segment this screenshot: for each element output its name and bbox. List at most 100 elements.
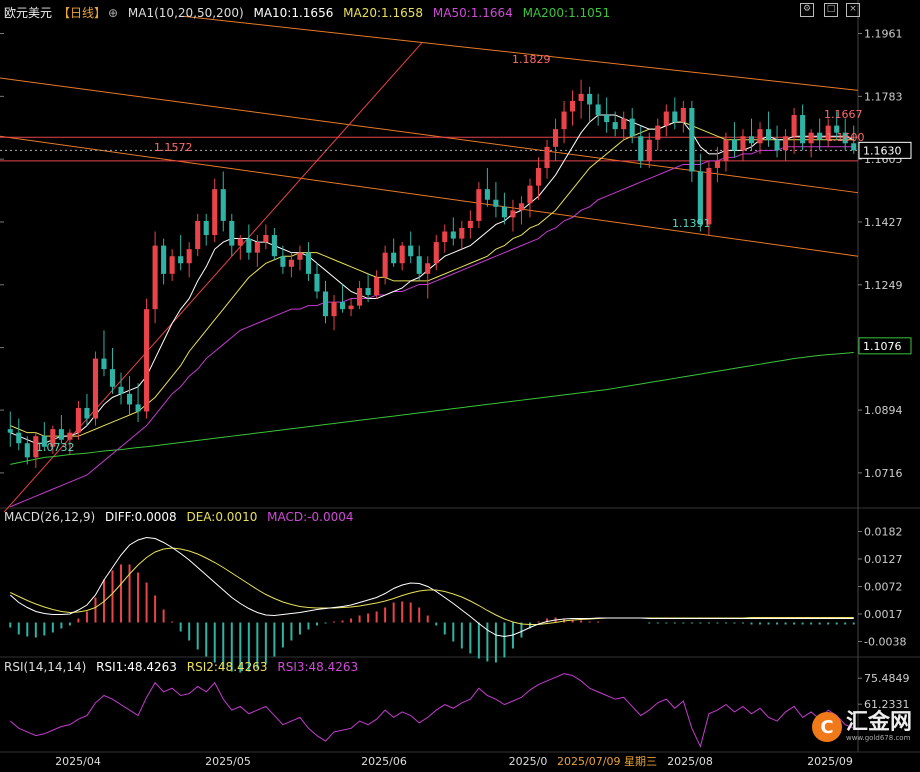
time-tick-label: 2025/08 [667,755,713,768]
candle-body [544,146,550,168]
candle-body [84,407,90,419]
candle-body [612,122,618,130]
candle-body [169,256,175,274]
rsi1-value: RSI1:48.4263 [96,660,177,674]
candle-body [731,139,738,151]
period-label[interactable]: 【日线】 [58,6,107,20]
trend-line [3,42,423,513]
candle-body [220,189,226,221]
candle-body [459,227,465,239]
price-tick-label: 1.1783 [864,90,903,103]
candle-body [748,136,755,144]
candle-body [604,115,610,123]
ma200-value: MA200:1.1051 [522,6,611,20]
candle-body [689,107,695,172]
candle-body [101,358,107,370]
candle-body [442,231,448,243]
candle-body [297,252,303,260]
resistance-label: 1.1667 [824,108,863,121]
candle-body [382,252,388,278]
candle-body [50,429,56,447]
candle-body [229,220,235,246]
price-tick-label: 1.0894 [864,404,903,417]
ma200-price-box [858,337,912,355]
rsi-header: RSI(14,14,14) RSI1:48.4263 RSI2:48.4263 … [4,660,364,674]
restore-icon[interactable]: □ [824,3,838,17]
candle-body [75,407,81,433]
start-low-annotation: 1.0732 [36,441,75,454]
rsi-tick-label: 75.4849 [864,672,910,685]
rsi-params: RSI(14,14,14) [4,660,87,674]
time-tick-label: 2025/04 [55,755,101,768]
candle-body [578,93,584,101]
candle-body [518,203,525,211]
candle-body [476,189,482,221]
candle-body [41,436,47,447]
watermark: C 汇金网 www.gold678.com [811,710,912,742]
candle-body [672,111,678,123]
candle-body [765,129,772,140]
rsi3-value: RSI3:48.4263 [277,660,359,674]
candle-body [817,132,823,140]
candle-body [425,263,431,274]
candle-body [638,136,644,161]
candle-body [7,429,13,433]
candle-body [697,171,703,225]
candle-body [178,256,184,264]
channel-line [182,15,859,91]
candle-body [135,404,141,412]
macd-diff-line [9,536,854,638]
eye-icon[interactable]: ⊕ [108,6,119,20]
candle-body [808,132,814,144]
candle-body [851,143,857,151]
candle-body [783,136,789,151]
candle-body [552,129,559,147]
candle-body [280,256,286,267]
candle-body [740,136,746,151]
candle-body [467,220,473,228]
candle-body [212,189,218,236]
rsi-tick-label: 61.2331 [864,698,910,711]
close-icon[interactable]: × [846,3,860,17]
candle-body [723,139,729,161]
candle-body [535,167,542,186]
candle-body [195,220,201,250]
candle-body [757,129,763,144]
candle-body [144,309,150,412]
brand-name: 汇金网 [845,710,912,735]
candle-body [399,245,405,264]
candle-body [288,259,294,267]
rsi-line [9,673,854,749]
candle-body [67,432,73,440]
macd-tick-label: 0.0127 [864,553,903,566]
candle-body [842,132,848,144]
macd-dea-line [10,547,854,625]
candle-body [774,139,780,151]
candle-body [246,238,252,253]
candle-body [331,302,337,317]
candle-body [655,125,661,140]
candle-body [825,125,831,140]
ma10-line [10,114,854,444]
candle-body [493,199,499,207]
candle-body [254,242,260,253]
settings-icon[interactable]: ⚙ [800,3,814,17]
candle-body [203,220,209,236]
candle-body [339,302,346,310]
candle-body [322,291,329,317]
ma20-value: MA20:1.1658 [343,6,424,20]
candle-body [706,167,712,225]
brand-url: www.gold678.com [845,734,911,742]
candle-body [408,245,414,257]
candle-body [791,115,797,137]
candle-body [714,160,720,168]
macd-diff: DIFF:0.0008 [104,510,177,524]
candle-body [433,242,439,264]
time-tick-label: 2025/0 [509,755,548,768]
channel-line [0,77,859,194]
price-tick-label: 1.1427 [864,216,903,229]
candle-body [92,358,99,419]
candle-body [24,443,30,458]
